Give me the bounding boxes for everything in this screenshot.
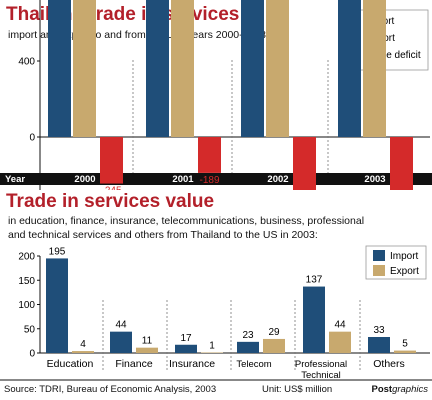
bar-export xyxy=(73,0,96,137)
data-label: 11 xyxy=(142,336,153,347)
x-tick-label-year: 2002 xyxy=(267,174,288,185)
data-label: -189 xyxy=(199,175,219,186)
year-axis-label: Year xyxy=(5,174,25,185)
credit-bold: Post xyxy=(371,384,393,395)
x-tick-label: Telecom xyxy=(236,359,271,370)
y-tick-label: 0 xyxy=(29,349,35,360)
bar-import xyxy=(46,258,68,353)
y-tick-label: 50 xyxy=(24,324,36,335)
bar-export xyxy=(263,338,285,353)
bar-trade-deficit xyxy=(198,137,221,173)
y-tick-label: 400 xyxy=(18,57,35,68)
x-tick-label-year: 2001 xyxy=(172,174,194,185)
bar-export xyxy=(171,0,194,137)
bar-export xyxy=(329,331,351,353)
x-tick-label: Professional Technical xyxy=(295,359,347,381)
credit-rest: graphics xyxy=(392,384,428,395)
credit-logo: Postgraphics xyxy=(371,384,428,395)
data-label: 29 xyxy=(268,327,280,338)
data-label: 17 xyxy=(180,333,192,344)
bottom-chart-title: Trade in services value xyxy=(6,191,215,212)
x-tick-label-year: 2000 xyxy=(74,174,95,185)
data-label: 44 xyxy=(334,320,346,331)
y-tick-label: 0 xyxy=(29,133,35,144)
unit-note: Unit: US$ million xyxy=(262,384,333,395)
y-tick-label: 150 xyxy=(18,276,35,287)
x-tick-label: Insurance xyxy=(169,358,215,370)
bar-export xyxy=(363,0,386,138)
bottom-legend: Import Export xyxy=(365,245,427,280)
legend-swatch-import xyxy=(373,250,385,261)
legend-label-deficit: Trade deficit xyxy=(366,50,421,61)
y-tick-label: 200 xyxy=(18,252,35,263)
data-label: 137 xyxy=(306,275,323,286)
data-label: 1 xyxy=(209,341,215,352)
bar-import xyxy=(368,336,390,353)
bar-export xyxy=(394,350,416,353)
bar-import xyxy=(237,341,259,353)
bar-import xyxy=(241,0,264,137)
data-label: 5 xyxy=(402,339,408,350)
x-tick-label-year: 2003 xyxy=(364,174,385,185)
legend-swatch-export xyxy=(373,265,385,276)
bar-trade-deficit xyxy=(293,137,316,190)
bar-import xyxy=(146,0,169,137)
bar-import xyxy=(175,344,197,353)
x-tick-label: Finance xyxy=(115,358,153,370)
data-label: -245 xyxy=(101,186,121,190)
bottom-chart-subtitle-line1: in education, finance, insurance, teleco… xyxy=(8,215,365,227)
data-label: 23 xyxy=(242,330,254,341)
bar-import xyxy=(338,0,361,137)
bar-export xyxy=(266,0,289,137)
legend-label-import: Import xyxy=(390,251,419,262)
bar-trade-deficit xyxy=(390,137,413,190)
bar-import xyxy=(303,286,325,353)
x-tick-label: Others xyxy=(373,358,405,370)
source-note: Source: TDRI, Bureau of Economic Analysi… xyxy=(4,384,217,395)
bottom-chart-subtitle-line2: and technical services and others from T… xyxy=(8,229,318,241)
data-label: 195 xyxy=(49,246,66,257)
data-label: 44 xyxy=(115,320,127,331)
data-label: 33 xyxy=(373,325,385,336)
bar-trade-deficit xyxy=(100,137,123,184)
x-tick-label: Education xyxy=(47,358,94,370)
data-label: 4 xyxy=(80,339,86,350)
bar-import xyxy=(110,331,132,353)
y-tick-label: 100 xyxy=(18,300,35,311)
legend-label-export: Export xyxy=(390,266,419,277)
trade-chart: Import Export Trade deficit Year 1200800… xyxy=(0,0,432,190)
bar-export xyxy=(72,351,94,353)
bar-import xyxy=(48,0,71,137)
bar-export xyxy=(136,347,158,353)
